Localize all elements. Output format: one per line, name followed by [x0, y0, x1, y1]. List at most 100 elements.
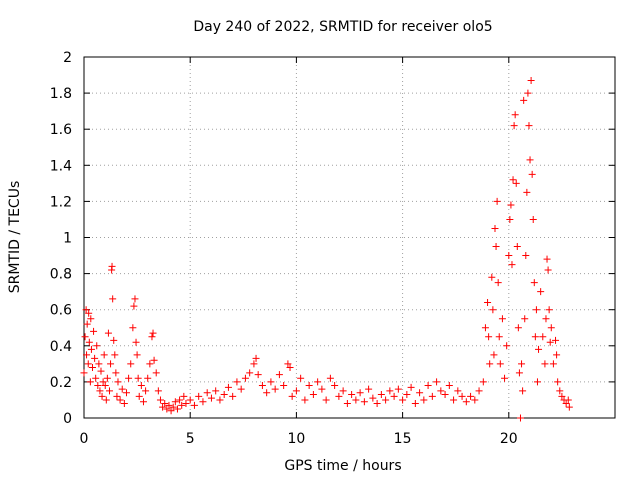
data-point	[237, 385, 245, 393]
data-point	[80, 369, 88, 377]
data-point	[152, 369, 160, 377]
data-point	[537, 288, 545, 296]
data-point	[507, 201, 515, 209]
data-point	[530, 279, 538, 287]
data-point	[441, 391, 449, 399]
data-point	[541, 360, 549, 368]
data-point	[301, 396, 309, 404]
data-point	[161, 400, 169, 408]
data-point	[94, 382, 102, 390]
data-point	[133, 351, 141, 359]
data-point	[220, 391, 228, 399]
data-point	[104, 329, 112, 337]
data-point	[467, 392, 475, 400]
data-point	[554, 378, 562, 386]
data-point	[382, 396, 390, 404]
data-point	[489, 306, 497, 314]
data-point	[81, 333, 89, 341]
data-point	[545, 306, 553, 314]
data-point	[105, 387, 113, 395]
data-point	[356, 389, 364, 397]
data-point	[509, 176, 517, 184]
y-tick-label: 1.4	[50, 158, 72, 174]
data-point	[286, 363, 294, 371]
data-point	[433, 378, 441, 386]
x-axis-label: GPS time / hours	[284, 458, 401, 474]
data-point	[339, 387, 347, 395]
data-point	[139, 398, 147, 406]
data-point	[365, 385, 373, 393]
x-tick-label: 15	[394, 431, 412, 447]
data-point	[83, 351, 91, 359]
y-tick-label: 2	[63, 50, 72, 66]
data-point	[159, 403, 167, 411]
data-point	[95, 360, 103, 368]
data-point	[91, 354, 99, 362]
data-point	[458, 392, 466, 400]
data-point	[318, 385, 326, 393]
data-point	[190, 401, 198, 409]
data-point	[156, 396, 164, 404]
data-point	[169, 403, 177, 411]
data-point	[549, 360, 557, 368]
data-point	[564, 396, 572, 404]
data-point	[165, 401, 173, 409]
data-point	[501, 374, 509, 382]
data-point	[511, 111, 519, 119]
data-point	[521, 315, 529, 323]
data-point	[529, 215, 537, 223]
data-point	[83, 320, 91, 328]
data-point	[565, 403, 573, 411]
data-point	[224, 383, 232, 391]
data-point	[129, 324, 137, 332]
y-axis-label: SRMTID / TECUs	[7, 181, 23, 294]
data-point	[199, 398, 207, 406]
data-point	[386, 387, 394, 395]
data-point	[120, 400, 128, 408]
data-point	[109, 295, 117, 303]
data-point	[314, 378, 322, 386]
data-point	[471, 396, 479, 404]
data-point	[93, 342, 101, 350]
data-point	[142, 387, 150, 395]
data-point	[479, 378, 487, 386]
data-point	[263, 389, 271, 397]
data-point	[233, 378, 241, 386]
data-point	[84, 360, 92, 368]
data-point	[246, 369, 254, 377]
data-point	[122, 389, 130, 397]
data-point	[490, 351, 498, 359]
data-point	[127, 360, 135, 368]
y-tick-label: 1	[63, 231, 72, 247]
data-point	[493, 197, 501, 205]
data-point	[373, 400, 381, 408]
data-point	[271, 385, 279, 393]
data-point	[553, 351, 561, 359]
data-point	[539, 333, 547, 341]
data-point	[167, 407, 175, 415]
data-point	[331, 382, 339, 390]
data-point	[85, 338, 93, 346]
data-point	[558, 392, 566, 400]
data-point	[326, 374, 334, 382]
data-point	[390, 392, 398, 400]
data-point	[118, 385, 126, 393]
data-point	[486, 360, 494, 368]
data-point	[424, 382, 432, 390]
data-point	[523, 188, 531, 196]
data-point	[535, 345, 543, 353]
data-point	[526, 156, 534, 164]
data-point	[515, 369, 523, 377]
data-point	[519, 387, 527, 395]
data-point	[252, 354, 260, 362]
data-point	[111, 351, 119, 359]
data-point	[520, 96, 528, 104]
data-point	[195, 392, 203, 400]
data-point	[148, 333, 156, 341]
data-point	[462, 398, 470, 406]
data-point	[100, 351, 108, 359]
data-point	[533, 378, 541, 386]
data-point	[144, 374, 152, 382]
y-tick-label: 1.8	[50, 86, 72, 102]
data-point	[485, 333, 493, 341]
